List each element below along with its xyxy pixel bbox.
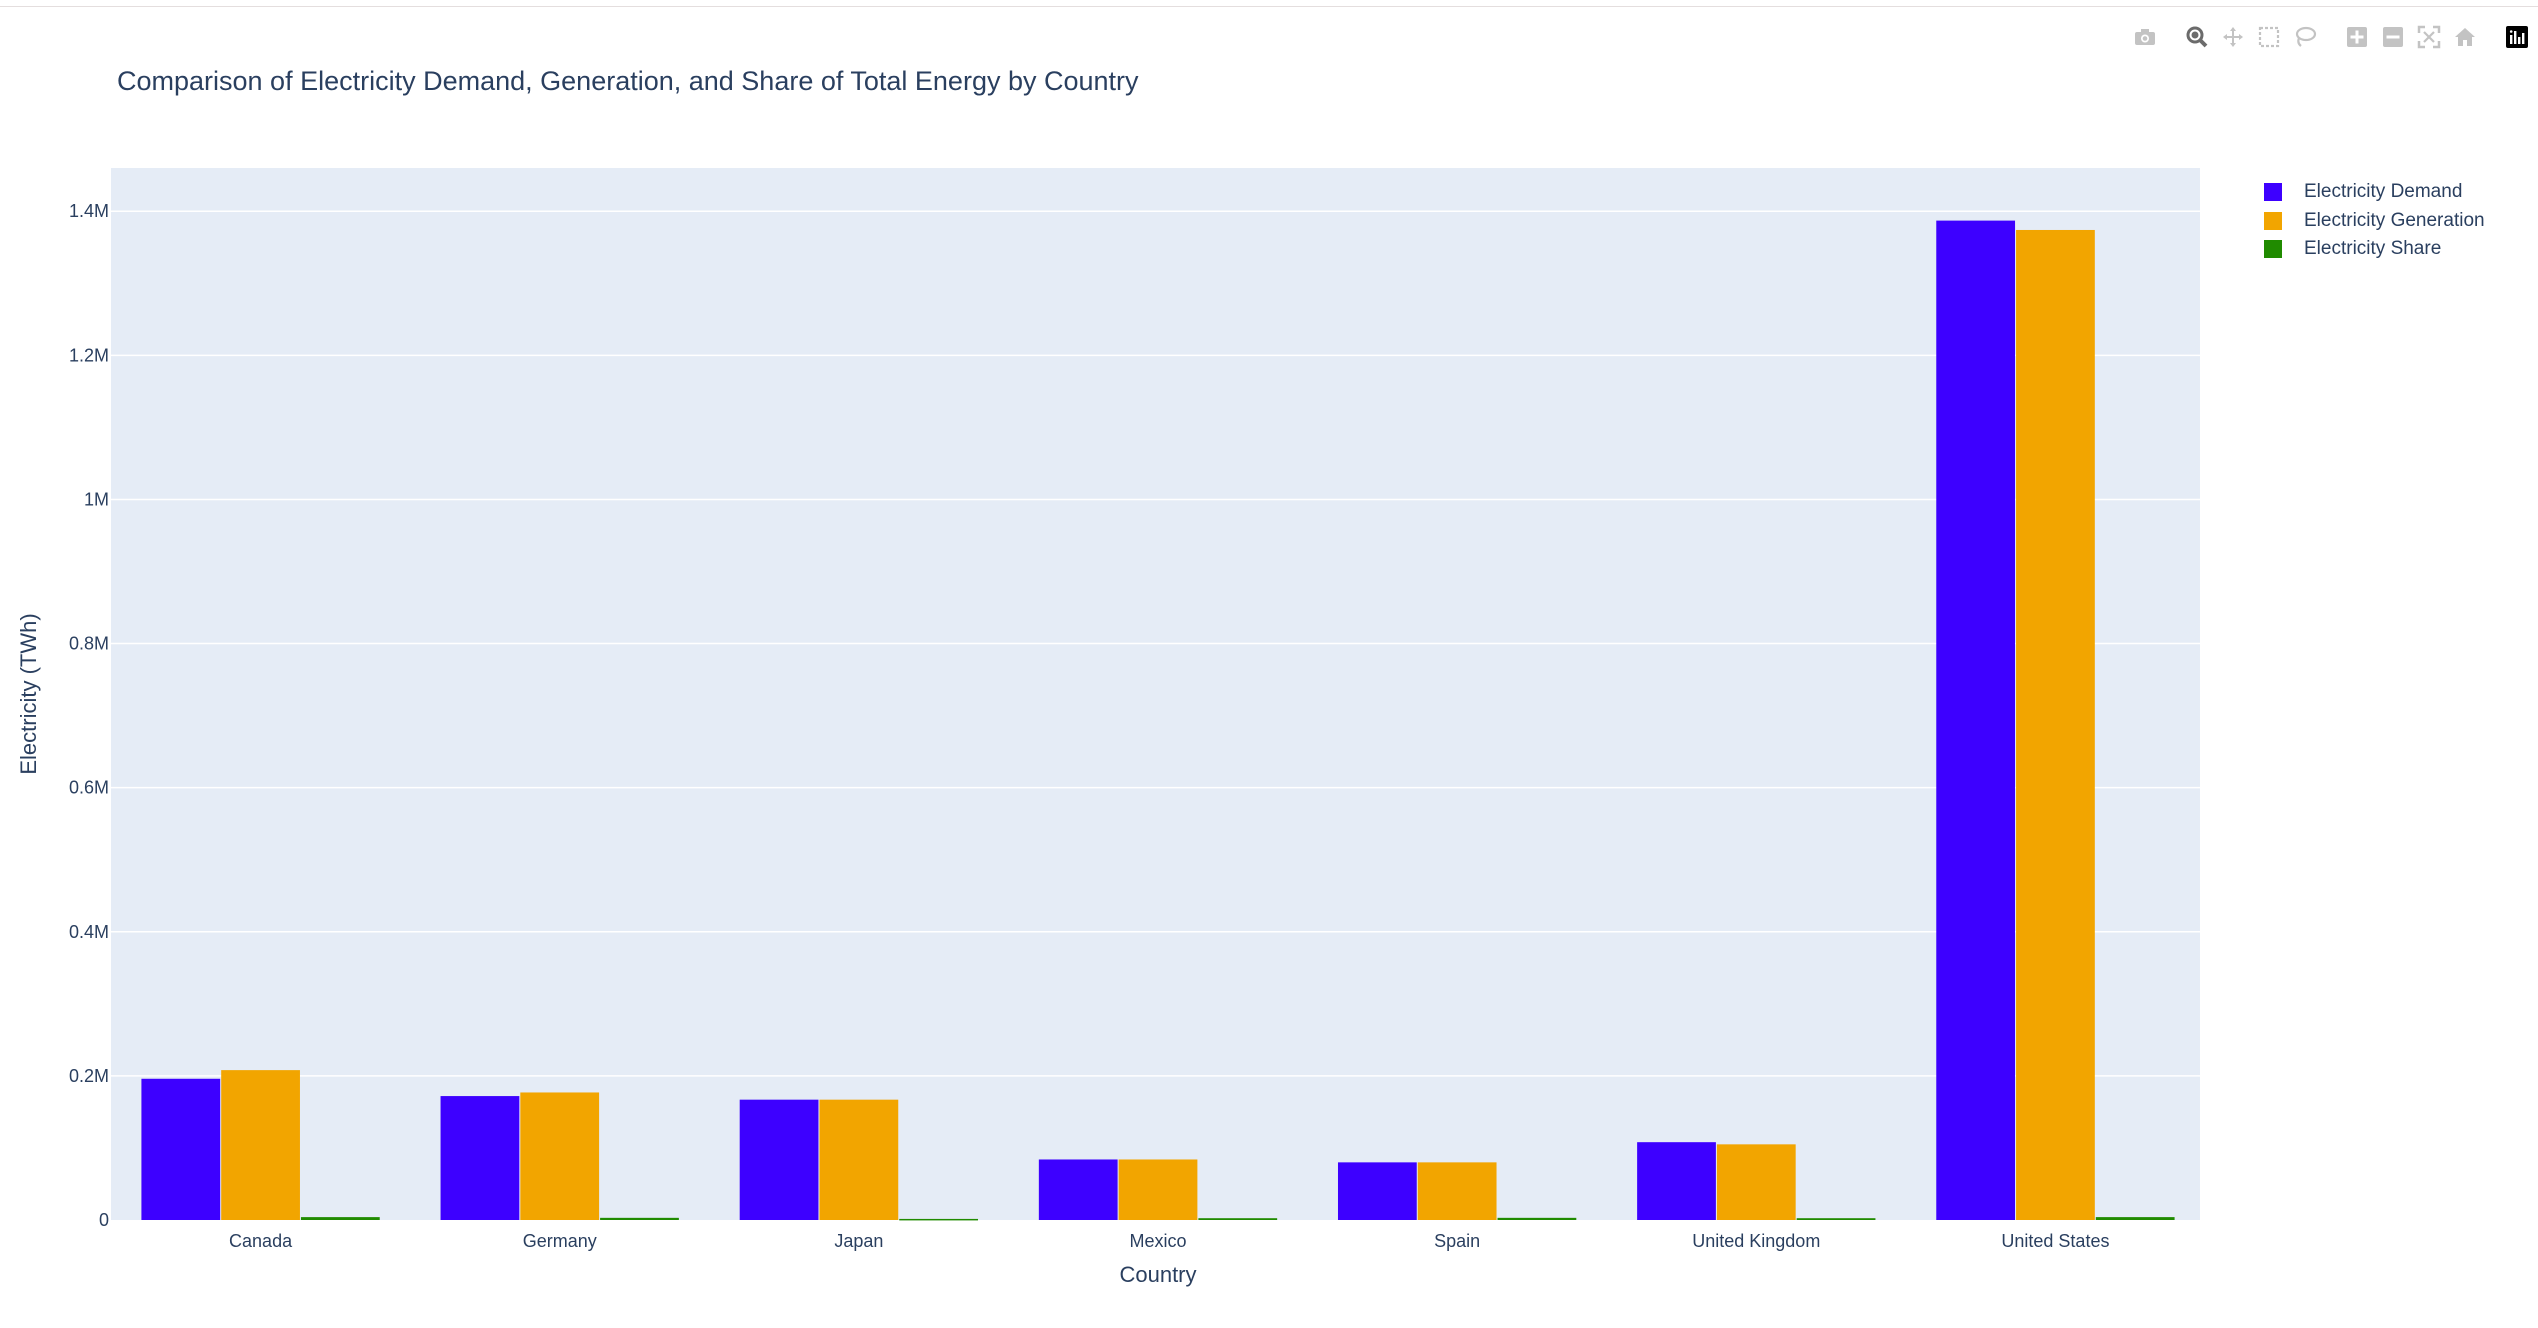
bar-chart: 0 0.2M 0.4M 0.6M 0.8M 1M 1.2M 1.4M Canada Germany…: [16, 168, 2200, 1287]
legend-item-share[interactable]: Electricity Share: [2264, 235, 2485, 264]
x-tick-label: Spain: [1434, 1231, 1480, 1251]
zoom-out-icon[interactable]: [2378, 22, 2408, 52]
legend-item-demand[interactable]: Electricity Demand: [2264, 178, 2485, 207]
y-tick-label: 0.4M: [69, 922, 109, 942]
bar-electricity-demand: [1337, 1162, 1417, 1220]
bar-electricity-demand: [440, 1096, 520, 1220]
box-select-icon[interactable]: [2254, 22, 2284, 52]
y-tick-label: 1M: [84, 489, 109, 509]
y-axis-label: Electricity (TWh): [16, 613, 41, 774]
x-tick-label: Germany: [523, 1231, 597, 1251]
bar-electricity-share: [600, 1217, 679, 1220]
x-tick-label: Canada: [229, 1231, 293, 1251]
camera-icon[interactable]: [2130, 22, 2160, 52]
pan-icon[interactable]: [2218, 22, 2248, 52]
bar-electricity-generation: [1417, 1162, 1497, 1220]
bar-electricity-demand: [1038, 1159, 1118, 1220]
bar-electricity-generation: [520, 1092, 600, 1220]
bar-electricity-demand: [739, 1099, 819, 1220]
y-tick-label: 1.4M: [69, 201, 109, 221]
legend: Electricity Demand Electricity Generatio…: [2264, 178, 2485, 264]
x-tick-label: United Kingdom: [1692, 1231, 1820, 1251]
plot-area: [111, 168, 2200, 1220]
y-tick-label: 0.2M: [69, 1066, 109, 1086]
bar-electricity-share: [1198, 1218, 1278, 1220]
bar-electricity-share: [1497, 1217, 1577, 1220]
legend-label-generation: Electricity Generation: [2304, 209, 2485, 231]
x-tick-label: United States: [2001, 1231, 2109, 1251]
legend-item-generation[interactable]: Electricity Generation: [2264, 207, 2485, 236]
bar-electricity-demand: [1637, 1142, 1716, 1220]
y-tick-label: 0: [99, 1210, 109, 1230]
bar-electricity-share: [2095, 1217, 2175, 1220]
bar-electricity-generation: [221, 1070, 300, 1220]
chart-title: Comparison of Electricity Demand, Genera…: [117, 66, 1139, 96]
zoom-icon[interactable]: [2182, 22, 2212, 52]
legend-swatch-generation: [2264, 211, 2282, 230]
zoom-in-icon[interactable]: [2342, 22, 2372, 52]
plotly-logo-icon[interactable]: [2502, 22, 2532, 52]
legend-swatch-share: [2264, 240, 2282, 259]
bar-electricity-generation: [2016, 229, 2095, 1221]
legend-swatch-demand: [2264, 183, 2282, 202]
y-tick-label: 0.8M: [69, 634, 109, 654]
x-tick-label: Japan: [834, 1231, 883, 1251]
reset-axes-icon[interactable]: [2450, 22, 2480, 52]
modebar: [2118, 22, 2532, 52]
x-axis-label: Country: [1119, 1262, 1196, 1287]
legend-label-share: Electricity Share: [2304, 238, 2442, 260]
bar-electricity-demand: [1936, 220, 2016, 1221]
legend-label-demand: Electricity Demand: [2304, 181, 2463, 203]
lasso-select-icon[interactable]: [2290, 22, 2320, 52]
bar-electricity-share: [1796, 1218, 1876, 1220]
bar-electricity-generation: [1716, 1144, 1796, 1220]
top-border: [0, 0, 2538, 7]
autoscale-icon[interactable]: [2414, 22, 2444, 52]
y-tick-label: 0.6M: [69, 778, 109, 798]
bar-electricity-generation: [1118, 1159, 1198, 1220]
bar-electricity-generation: [819, 1099, 899, 1220]
bar-electricity-share: [899, 1218, 979, 1221]
y-tick-label: 1.2M: [69, 345, 109, 365]
bar-electricity-demand: [141, 1078, 221, 1220]
bar-electricity-share: [300, 1217, 380, 1220]
x-tick-label: Mexico: [1129, 1231, 1186, 1251]
